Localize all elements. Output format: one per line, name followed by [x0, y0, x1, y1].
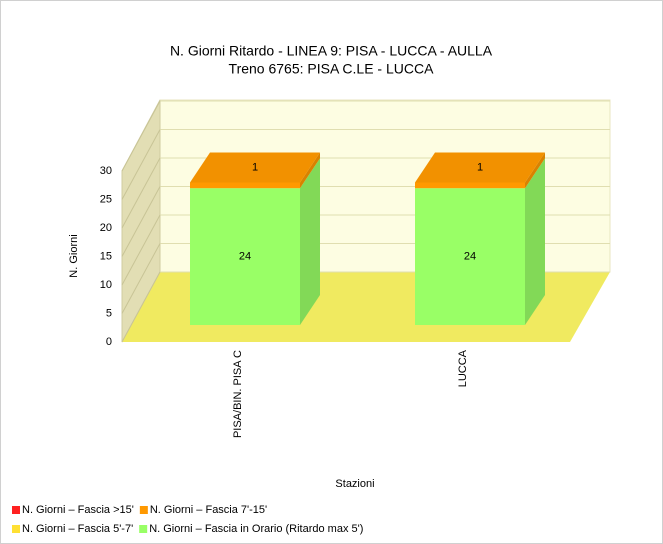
legend-label: N. Giorni – Fascia in Orario (Ritardo ma… [149, 523, 363, 535]
y-tick-label: 25 [100, 193, 112, 205]
x-tick-label: LUCCA [457, 349, 469, 387]
legend-label: N. Giorni – Fascia 7'-15' [150, 504, 267, 516]
y-tick-label: 15 [100, 250, 112, 262]
grid-line [121, 100, 161, 172]
bar-segment-side [525, 152, 545, 189]
data-label: 1 [252, 161, 258, 173]
bar-segment-side [300, 158, 320, 325]
chart-subtitle: Treno 6765: PISA C.LE - LUCCA [229, 61, 435, 77]
grid-line [121, 157, 161, 229]
grid-line [121, 271, 161, 343]
y-tick-label: 5 [106, 307, 112, 319]
y-tick-label: 0 [106, 336, 112, 348]
data-label: 24 [239, 251, 251, 263]
bar-top [415, 152, 545, 183]
y-tick-label: 10 [100, 279, 112, 291]
bar-segment [190, 182, 300, 189]
legend-swatch [139, 506, 148, 514]
grid-line [121, 186, 161, 257]
legend-swatch [12, 506, 20, 514]
bar-segment [415, 188, 525, 325]
y-tick-label: 20 [100, 222, 112, 234]
bar-segment [415, 182, 525, 189]
data-label: 1 [477, 161, 483, 173]
legend-label: N. Giorni – Fascia >15' [22, 504, 134, 516]
x-axis-label: Stazioni [335, 478, 374, 490]
chart-title: N. Giorni Ritardo - LINEA 9: PISA - LUCC… [170, 43, 493, 59]
data-label: 24 [464, 251, 476, 263]
bar-top [190, 152, 320, 183]
grid-line [121, 214, 161, 286]
bar-segment-side [525, 158, 545, 325]
grid-line [121, 129, 161, 200]
x-tick-label: PISA/BIN. PISA C [232, 350, 244, 438]
y-axis-label: N. Giorni [68, 234, 80, 277]
bar-segment-side [300, 152, 320, 189]
bar-segment [190, 188, 300, 325]
grid-line [121, 243, 161, 314]
legend-label: N. Giorni – Fascia 5'-7' [22, 523, 133, 535]
legend-swatch [12, 525, 20, 533]
legend-swatch [139, 525, 148, 533]
y-tick-label: 30 [100, 165, 112, 177]
